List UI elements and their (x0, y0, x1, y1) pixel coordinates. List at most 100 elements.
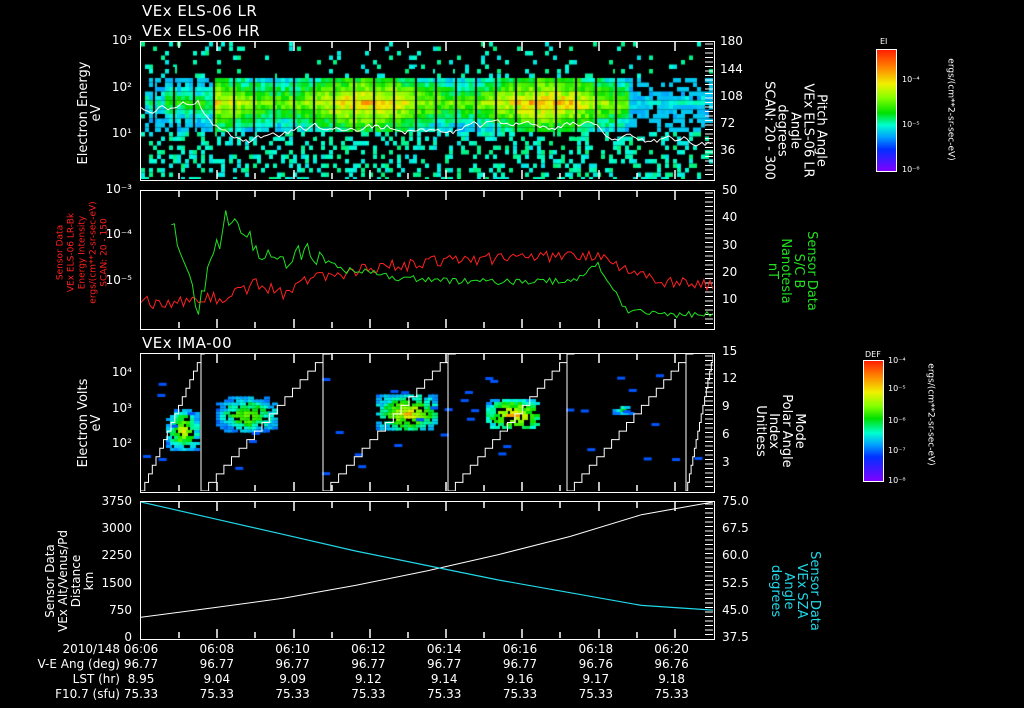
footer-value: 75.33 (654, 687, 689, 701)
p2-right-label-line3: Nanotesla (778, 238, 793, 304)
def-colorbar-tick-1e-5: 10⁻⁵ (888, 384, 906, 393)
p4-right-label-line3: Angle (781, 572, 796, 610)
p3-left-axis-label: Electron Volts eV (76, 353, 104, 493)
pitch-angle-line (141, 42, 713, 179)
footer-value: 75.33 (578, 687, 613, 701)
p2-y2tick-30: 30 (722, 238, 738, 252)
p4-y2tick-52.5: 52.5 (722, 576, 749, 590)
p1-right-label-line5: SCAN: 20 - 300 (761, 81, 777, 180)
p3-y2tick-3: 3 (722, 455, 730, 469)
footer-value: 75.33 (427, 687, 462, 701)
p4-left-label-line4: km (82, 571, 96, 591)
footer-value: 06:18 (578, 642, 614, 656)
footer-value: 96.77 (123, 657, 159, 671)
p4-ytick-3750: 3750 (101, 494, 132, 508)
ion-spectrogram-panel (140, 353, 715, 493)
footer-value: 9.16 (506, 672, 534, 686)
def-colorbar-title: DEF (865, 350, 881, 359)
p3-right-label-line1: Mode (792, 413, 807, 449)
p2-right-label-line1: Sensor Data (804, 231, 819, 311)
p3-ytick-1e3: 10³ (111, 401, 132, 415)
footer-value: 06:12 (351, 642, 386, 656)
p4-ytick-0: 0 (124, 630, 132, 644)
p2-left-label-line5: SCAN: 20 - 150 (99, 218, 110, 287)
panel1-title-lr: VEx ELS-06 LR (142, 2, 258, 20)
p3-left-label-line2: eV (89, 414, 104, 432)
p1-right-label-line1: Pitch Angle (813, 94, 829, 167)
footer-row: F10.7 (sfu) 75.33 75.33 75.33 75.33 75.33 75.3… (0, 686, 1024, 702)
footer-value: 75.33 (123, 687, 159, 701)
p4-y2tick-75: 75.0 (722, 494, 749, 508)
p4-y2tick-67.5: 67.5 (722, 521, 749, 535)
p3-right-label-line4: Unitless (753, 405, 768, 457)
ei-colorbar-tick-1e-5: 10⁻⁵ (902, 120, 920, 129)
p1-right-label-line3: Angle (787, 112, 803, 149)
p1-ytick-100: 10² (111, 80, 132, 94)
p1-ytick-1000: 10³ (111, 33, 132, 47)
intensity-bfield-lines (141, 191, 713, 328)
ei-colorbar-unit: ergs/(cm**2-sr-sec-eV) (945, 58, 956, 161)
footer-row: 2010/148 06:06 06:08 06:10 06:12 06:14 06:16 06… (0, 641, 1024, 657)
p4-y2tick-45: 45.0 (722, 603, 749, 617)
p3-y2tick-12: 12 (722, 371, 738, 385)
footer-value: 75.33 (275, 687, 310, 701)
p2-y2tick-10: 10 (722, 292, 738, 306)
ei-colorbar (876, 49, 897, 172)
p2-y2tick-40: 40 (722, 210, 738, 224)
p4-ytick-2250: 2250 (101, 548, 132, 562)
footer-value: 9.09 (279, 672, 306, 686)
footer-value: 96.77 (275, 657, 310, 671)
footer-value: 06:06 (123, 642, 159, 656)
p2-left-label-line2: VEx ELS-06 LR-Bk (66, 212, 77, 293)
p1-y2tick-108: 108 (720, 89, 743, 103)
def-colorbar-tick-1e-6: 10⁻⁶ (888, 416, 906, 425)
altitude-sza-panel (140, 501, 715, 640)
footer-value: 96.76 (654, 657, 689, 671)
p4-right-label-line1: Sensor Data (807, 551, 822, 631)
p1-y2tick-180: 180 (720, 34, 743, 48)
p4-right-label-line4: degrees (768, 564, 783, 618)
electron-spectrogram-canvas (141, 42, 713, 179)
p3-right-axis-label: Mode Polar Angle Index Unitless (753, 371, 807, 491)
p4-ytick-3000: 3000 (101, 521, 132, 535)
p2-left-label-line4: ergs/(cm**2-sr-sec-eV) (88, 201, 99, 304)
footer-value: 96.77 (199, 657, 234, 671)
footer-row-label: 2010/148 (62, 642, 121, 656)
panel3-title: VEx IMA-00 (142, 334, 233, 352)
ei-colorbar-tick-1e-4: 10⁻⁴ (902, 75, 920, 84)
p2-ytick-1e-3: 10⁻³ (105, 182, 132, 196)
def-colorbar-tick-1e-4: 10⁻⁴ (888, 356, 906, 365)
ion-spectrogram-canvas (141, 354, 713, 491)
p1-right-label-line4: degrees (774, 104, 790, 157)
p2-y2tick-20: 20 (722, 265, 738, 279)
p1-y2tick-144: 144 (720, 62, 743, 76)
p3-ytick-1e2: 10² (111, 436, 132, 450)
p2-y2tick-50: 50 (722, 183, 738, 197)
footer-value: 06:10 (275, 642, 310, 656)
footer-value: 06:16 (502, 642, 538, 656)
p4-left-axis-label: Sensor Data VEx Alt/Venus/Pd Distance km (43, 501, 96, 661)
footer-value: 9.17 (582, 672, 610, 686)
p3-y2tick-15: 15 (722, 344, 738, 358)
p1-y2tick-36: 36 (720, 143, 736, 157)
footer-value: 96.77 (427, 657, 462, 671)
footer-value: 96.77 (351, 657, 386, 671)
footer-value: 06:20 (654, 642, 689, 656)
footer-row-label: F10.7 (sfu) (55, 687, 120, 701)
p2-right-label-line2: S/C B (791, 253, 806, 289)
def-colorbar-tick-1e-7: 10⁻⁷ (888, 446, 906, 455)
def-colorbar-unit: ergs/(cm**2-sr-sec-eV) (925, 363, 936, 466)
footer-value: 75.33 (502, 687, 538, 701)
footer-value: 75.33 (199, 687, 234, 701)
p2-ytick-1e-4: 10⁻⁴ (105, 227, 132, 241)
ei-colorbar-title: EI (880, 37, 888, 46)
altitude-sza-lines (141, 502, 713, 638)
p1-ytick-10: 10¹ (111, 126, 132, 140)
footer-value: 75.33 (351, 687, 386, 701)
footer-value: 96.77 (502, 657, 538, 671)
footer-value: 9.14 (430, 672, 458, 686)
footer-row-label: LST (hr) (72, 672, 120, 686)
footer-value: 06:14 (426, 642, 462, 656)
p2-right-axis-label: Sensor Data S/C B Nanotesla nT (765, 211, 819, 331)
p4-ytick-1500: 1500 (101, 576, 132, 590)
